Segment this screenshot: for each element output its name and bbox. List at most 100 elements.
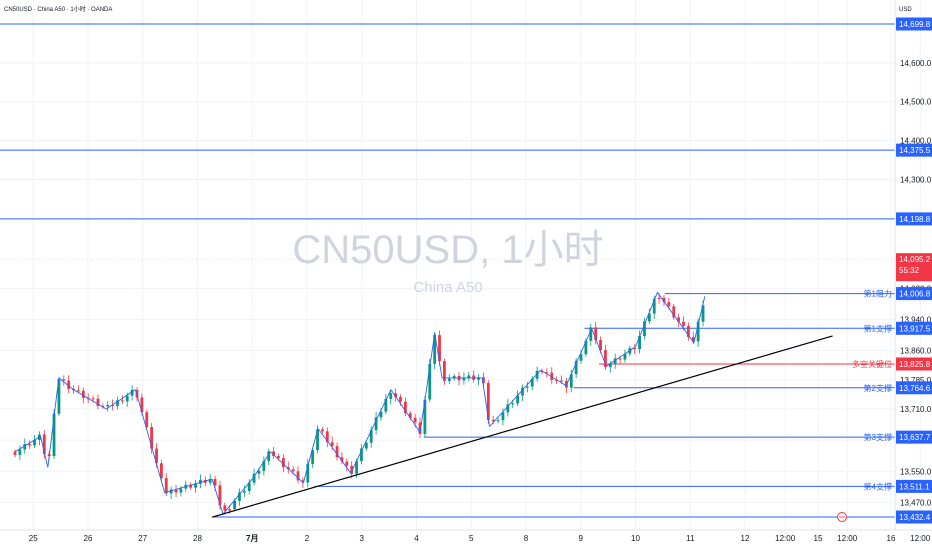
zigzag-segment-7: [164, 478, 213, 494]
level-price-label-2: 14,198.8: [899, 215, 931, 224]
candles: [13, 293, 705, 515]
candle-body-135: [672, 306, 676, 318]
candle-body-131: [652, 298, 656, 314]
candle-body-46: [238, 492, 241, 501]
candle-body-87: [438, 335, 441, 362]
candle-body-59: [301, 480, 305, 483]
price-tick-label-3: 14,300.0: [900, 176, 932, 185]
level-price-label-8: 13,511.1: [899, 482, 930, 491]
time-tick-label-15: 15: [814, 534, 823, 543]
candle-body-54: [277, 456, 280, 459]
candle-body-82: [413, 417, 417, 423]
candle-body-129: [643, 321, 646, 336]
candle-body-98: [491, 419, 495, 422]
candle-body-33: [174, 489, 178, 493]
candle-body-115: [574, 360, 578, 375]
grid: [0, 0, 921, 530]
level-name-7: 第3支撑: [864, 432, 892, 442]
candle-body-48: [247, 482, 251, 492]
candle-body-121: [604, 350, 607, 368]
last-price-box: [896, 253, 932, 282]
chart-header: CN50USD · China A50 · 1小时 · OANDA USD: [4, 5, 912, 13]
candle-body-38: [199, 479, 202, 484]
candle-body-120: [599, 340, 602, 351]
candle-body-41: [213, 478, 217, 486]
zigzag-segment-6: [135, 389, 166, 493]
price-tick-label-0: 14,600.0: [900, 59, 932, 68]
time-tick-label-16: 12:00: [837, 534, 858, 543]
candle-body-68: [345, 461, 349, 466]
candle-body-51: [262, 461, 266, 471]
level-name-8: 第4支撑: [864, 481, 892, 491]
time-tick-label-3: 28: [193, 534, 202, 543]
candle-body-10: [62, 379, 66, 381]
candle-body-4: [33, 439, 36, 446]
trendline-layer: [211, 335, 833, 518]
candle-body-19: [106, 404, 110, 407]
candle-body-119: [594, 327, 598, 341]
trendline[interactable]: [211, 335, 833, 518]
candle-body-65: [330, 442, 334, 447]
time-tick-label-12: 11: [686, 534, 695, 543]
level-name-3: 第1阻力: [864, 289, 892, 299]
zigzag-segment-11: [270, 451, 304, 484]
candle-body-61: [311, 450, 315, 464]
price-tick-label-11: 13,470.0: [900, 498, 932, 507]
level-price-label-4: 13,917.5: [899, 324, 931, 333]
candle-body-123: [613, 358, 617, 365]
candle-body-69: [350, 465, 354, 474]
zigzag-segment-17: [419, 333, 436, 433]
price-axis[interactable]: 14,600.014,500.014,400.014,300.014,020.0…: [900, 59, 932, 508]
zigzag-segment-1: [40, 436, 49, 468]
price-tick-label-1: 14,500.0: [900, 98, 932, 107]
candle-body-114: [569, 374, 573, 388]
time-tick-label-14: 12:00: [775, 534, 796, 543]
candle-body-76: [384, 398, 388, 412]
level-price-label-3: 14,006.8: [899, 290, 931, 299]
zigzag-segment-9: [222, 478, 253, 515]
time-tick-label-18: 12:00: [910, 534, 931, 543]
candle-body-111: [555, 380, 559, 382]
candle-body-67: [340, 457, 344, 462]
candle-body-1: [18, 449, 22, 455]
candle-body-132: [657, 297, 661, 299]
candle-body-36: [189, 484, 193, 488]
candle-body-122: [608, 364, 612, 368]
candle-body-134: [667, 302, 671, 307]
level-price-label-6: 13,764.6: [899, 384, 931, 393]
time-axis[interactable]: 25 26 27 28 7月 2 3 4 5 8 9 10 11 12 12:00 15 12:00 16 12:0…: [29, 534, 931, 543]
level-price-box-0: [896, 17, 932, 31]
candle-body-57: [291, 469, 295, 472]
candle-body-103: [516, 395, 519, 404]
candle-body-28: [150, 426, 154, 449]
candle-body-124: [618, 358, 622, 360]
candle-body-117: [584, 340, 588, 355]
candle-body-58: [296, 471, 300, 481]
candle-body-81: [408, 413, 412, 418]
candle-body-2: [23, 443, 27, 450]
candle-body-63: [321, 429, 324, 432]
price-tick-label-7: 13,785.0: [900, 376, 932, 385]
time-tick-label-5: 2: [305, 534, 310, 543]
level-price-label-9: 13,432.4: [899, 513, 931, 522]
candle-body-86: [433, 335, 437, 364]
candle-body-93: [467, 375, 471, 378]
time-tick-label-2: 27: [138, 534, 147, 543]
timezone-icon[interactable]: [837, 512, 847, 522]
candle-body-89: [447, 378, 451, 382]
time-tick-label-1: 26: [84, 534, 93, 543]
time-tick-label-0: 25: [29, 534, 38, 543]
candle-body-100: [501, 412, 505, 421]
candle-body-128: [638, 335, 641, 350]
candle-body-66: [335, 446, 339, 458]
zigzag-segment-12: [302, 428, 319, 484]
time-tick-label-7: 4: [414, 534, 419, 543]
zigzag-segment-18: [434, 333, 443, 378]
candle-body-85: [428, 363, 432, 400]
level-price-box-3: [896, 287, 932, 301]
candle-body-90: [452, 376, 456, 379]
level-price-label-7: 13,637.7: [899, 433, 931, 442]
zigzag-segment-14: [332, 447, 352, 474]
